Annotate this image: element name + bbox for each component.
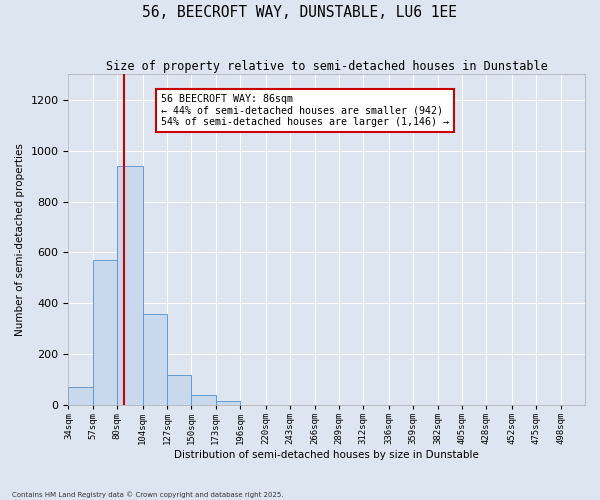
Text: Contains HM Land Registry data © Crown copyright and database right 2025.: Contains HM Land Registry data © Crown c… xyxy=(12,492,284,498)
Bar xyxy=(191,395,216,405)
Bar xyxy=(143,314,167,405)
Y-axis label: Number of semi-detached properties: Number of semi-detached properties xyxy=(15,144,25,336)
Text: 56 BEECROFT WAY: 86sqm
← 44% of semi-detached houses are smaller (942)
54% of se: 56 BEECROFT WAY: 86sqm ← 44% of semi-det… xyxy=(161,94,449,127)
Title: Size of property relative to semi-detached houses in Dunstable: Size of property relative to semi-detach… xyxy=(106,60,548,73)
Bar xyxy=(117,166,143,405)
X-axis label: Distribution of semi-detached houses by size in Dunstable: Distribution of semi-detached houses by … xyxy=(174,450,479,460)
Bar xyxy=(93,260,117,405)
Bar xyxy=(167,374,191,405)
Text: 56, BEECROFT WAY, DUNSTABLE, LU6 1EE: 56, BEECROFT WAY, DUNSTABLE, LU6 1EE xyxy=(143,5,458,20)
Bar xyxy=(68,388,93,405)
Bar xyxy=(216,402,240,405)
